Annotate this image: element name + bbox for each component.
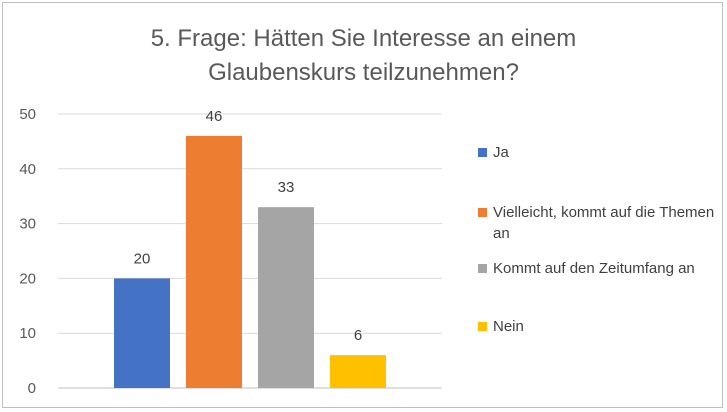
- legend-item-nein: Nein: [478, 316, 718, 337]
- y-tick-label: 40: [19, 161, 36, 178]
- legend-swatch-nein: [478, 322, 487, 331]
- data-label-1: 20: [134, 250, 151, 267]
- chart-frame: [2, 2, 723, 408]
- y-tick-label: 0: [28, 380, 36, 397]
- bar-1: [114, 278, 170, 388]
- y-tick-label: 20: [19, 270, 36, 287]
- legend-item-zeitumfang: Kommt auf den Zeitumfang an: [478, 258, 718, 279]
- chart-title: 5. Frage: Hätten Sie Interesse an einem …: [0, 22, 727, 90]
- legend-label-vielleicht: Vielleicht, kommt auf die Themen an: [493, 204, 715, 242]
- legend-label-nein: Nein: [493, 318, 524, 335]
- data-label-3: 33: [278, 179, 295, 196]
- legend-swatch-zeitumfang: [478, 264, 487, 273]
- legend-item-vielleicht: Vielleicht, kommt auf die Themen an: [478, 202, 718, 244]
- legend-item-ja: Ja: [478, 142, 718, 163]
- data-label-4: 6: [354, 327, 362, 344]
- legend-label-zeitumfang: Kommt auf den Zeitumfang an: [493, 260, 695, 277]
- data-labels: 20 46 33 6: [134, 108, 363, 344]
- bar-4: [330, 355, 386, 388]
- chart-title-line-2: Glaubenskurs teilzunehmen?: [208, 59, 519, 86]
- legend-label-ja: Ja: [493, 144, 509, 161]
- bar-2: [186, 135, 242, 388]
- legend-swatch-ja: [478, 148, 487, 157]
- data-label-2: 46: [206, 108, 223, 125]
- y-axis-tick-labels: 0 10 20 30 40 50: [19, 106, 36, 397]
- y-tick-label: 10: [19, 325, 36, 342]
- legend-swatch-vielleicht: [478, 208, 487, 217]
- chart-title-line-1: 5. Frage: Hätten Sie Interesse an einem: [150, 25, 577, 52]
- y-tick-label: 50: [19, 106, 36, 123]
- bar-3: [258, 207, 314, 388]
- y-tick-label: 30: [19, 216, 36, 233]
- bars: [114, 135, 386, 388]
